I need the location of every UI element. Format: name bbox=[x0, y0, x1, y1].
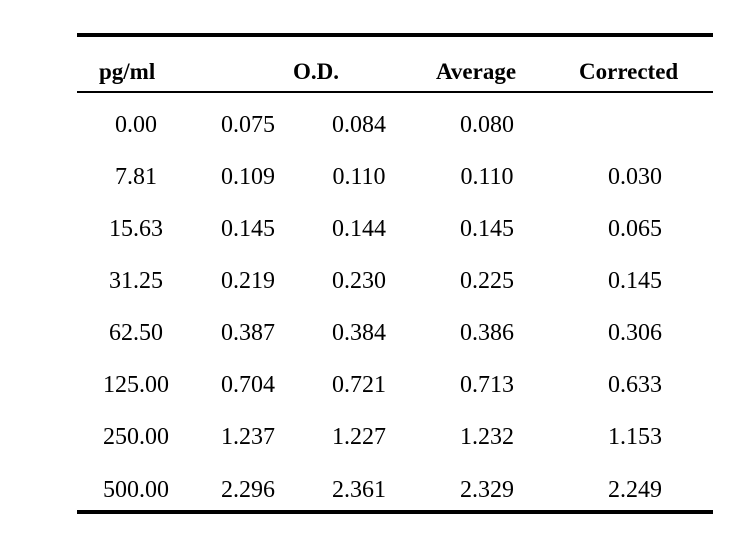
header-od: O.D. bbox=[293, 59, 339, 84]
cell-corrected: 1.153 bbox=[608, 424, 662, 450]
cell-concentration: 7.81 bbox=[115, 164, 157, 190]
cell-concentration: 15.63 bbox=[109, 216, 163, 242]
cell-od2: 0.384 bbox=[332, 320, 386, 346]
cell-average: 0.110 bbox=[460, 164, 514, 190]
cell-average: 0.225 bbox=[460, 268, 514, 294]
header-concentration: pg/ml bbox=[99, 59, 156, 84]
cell-average: 0.386 bbox=[460, 320, 514, 346]
table-row: 250.00 1.237 1.227 1.232 1.153 bbox=[77, 424, 713, 476]
table-row: 62.50 0.387 0.384 0.386 0.306 bbox=[77, 320, 713, 372]
cell-od2: 0.230 bbox=[332, 268, 386, 294]
cell-concentration: 125.00 bbox=[103, 372, 169, 398]
cell-od2: 0.144 bbox=[332, 216, 386, 242]
cell-od1: 0.109 bbox=[221, 164, 275, 190]
cell-od1: 1.237 bbox=[221, 424, 275, 450]
cell-concentration: 500.00 bbox=[103, 477, 169, 503]
table-row: 7.81 0.109 0.110 0.110 0.030 bbox=[77, 164, 713, 216]
cell-od2: 2.361 bbox=[332, 477, 386, 503]
table-header-rule bbox=[77, 91, 713, 93]
cell-corrected: 2.249 bbox=[608, 477, 662, 503]
cell-corrected: 0.030 bbox=[608, 164, 662, 190]
cell-od1: 0.145 bbox=[221, 216, 275, 242]
header-corrected: Corrected bbox=[579, 59, 679, 84]
cell-average: 2.329 bbox=[460, 477, 514, 503]
table-body: 0.00 0.075 0.084 0.080 7.81 0.109 0.110 0.110 0.… bbox=[77, 93, 713, 510]
cell-od2: 0.084 bbox=[332, 112, 386, 138]
cell-corrected: 0.633 bbox=[608, 372, 662, 398]
cell-od1: 0.219 bbox=[221, 268, 275, 294]
cell-corrected: 0.145 bbox=[608, 268, 662, 294]
cell-od1: 0.704 bbox=[221, 372, 275, 398]
table-row: 500.00 2.296 2.361 2.329 2.249 bbox=[77, 477, 713, 529]
cell-average: 0.145 bbox=[460, 216, 514, 242]
cell-average: 0.713 bbox=[460, 372, 514, 398]
cell-concentration: 0.00 bbox=[115, 112, 157, 138]
cell-od2: 0.721 bbox=[332, 372, 386, 398]
cell-od2: 0.110 bbox=[332, 164, 386, 190]
table-row: 15.63 0.145 0.144 0.145 0.065 bbox=[77, 216, 713, 268]
cell-corrected: 0.065 bbox=[608, 216, 662, 242]
table-row: 125.00 0.704 0.721 0.713 0.633 bbox=[77, 372, 713, 424]
cell-od2: 1.227 bbox=[332, 424, 386, 450]
table-header-row: pg/ml O.D. Average Corrected bbox=[77, 37, 713, 91]
cell-concentration: 31.25 bbox=[109, 268, 163, 294]
table-row: 0.00 0.075 0.084 0.080 bbox=[77, 112, 713, 164]
cell-concentration: 250.00 bbox=[103, 424, 169, 450]
table-bottom-rule bbox=[77, 510, 713, 514]
cell-od1: 2.296 bbox=[221, 477, 275, 503]
table-row: 31.25 0.219 0.230 0.225 0.145 bbox=[77, 268, 713, 320]
cell-concentration: 62.50 bbox=[109, 320, 163, 346]
cell-average: 1.232 bbox=[460, 424, 514, 450]
cell-od1: 0.387 bbox=[221, 320, 275, 346]
header-average: Average bbox=[436, 59, 517, 84]
table-top-rule bbox=[77, 33, 713, 37]
cell-od1: 0.075 bbox=[221, 112, 275, 138]
cell-average: 0.080 bbox=[460, 112, 514, 138]
cell-corrected: 0.306 bbox=[608, 320, 662, 346]
standard-curve-table: pg/ml O.D. Average Corrected 0.00 0.075 0.… bbox=[77, 33, 713, 514]
